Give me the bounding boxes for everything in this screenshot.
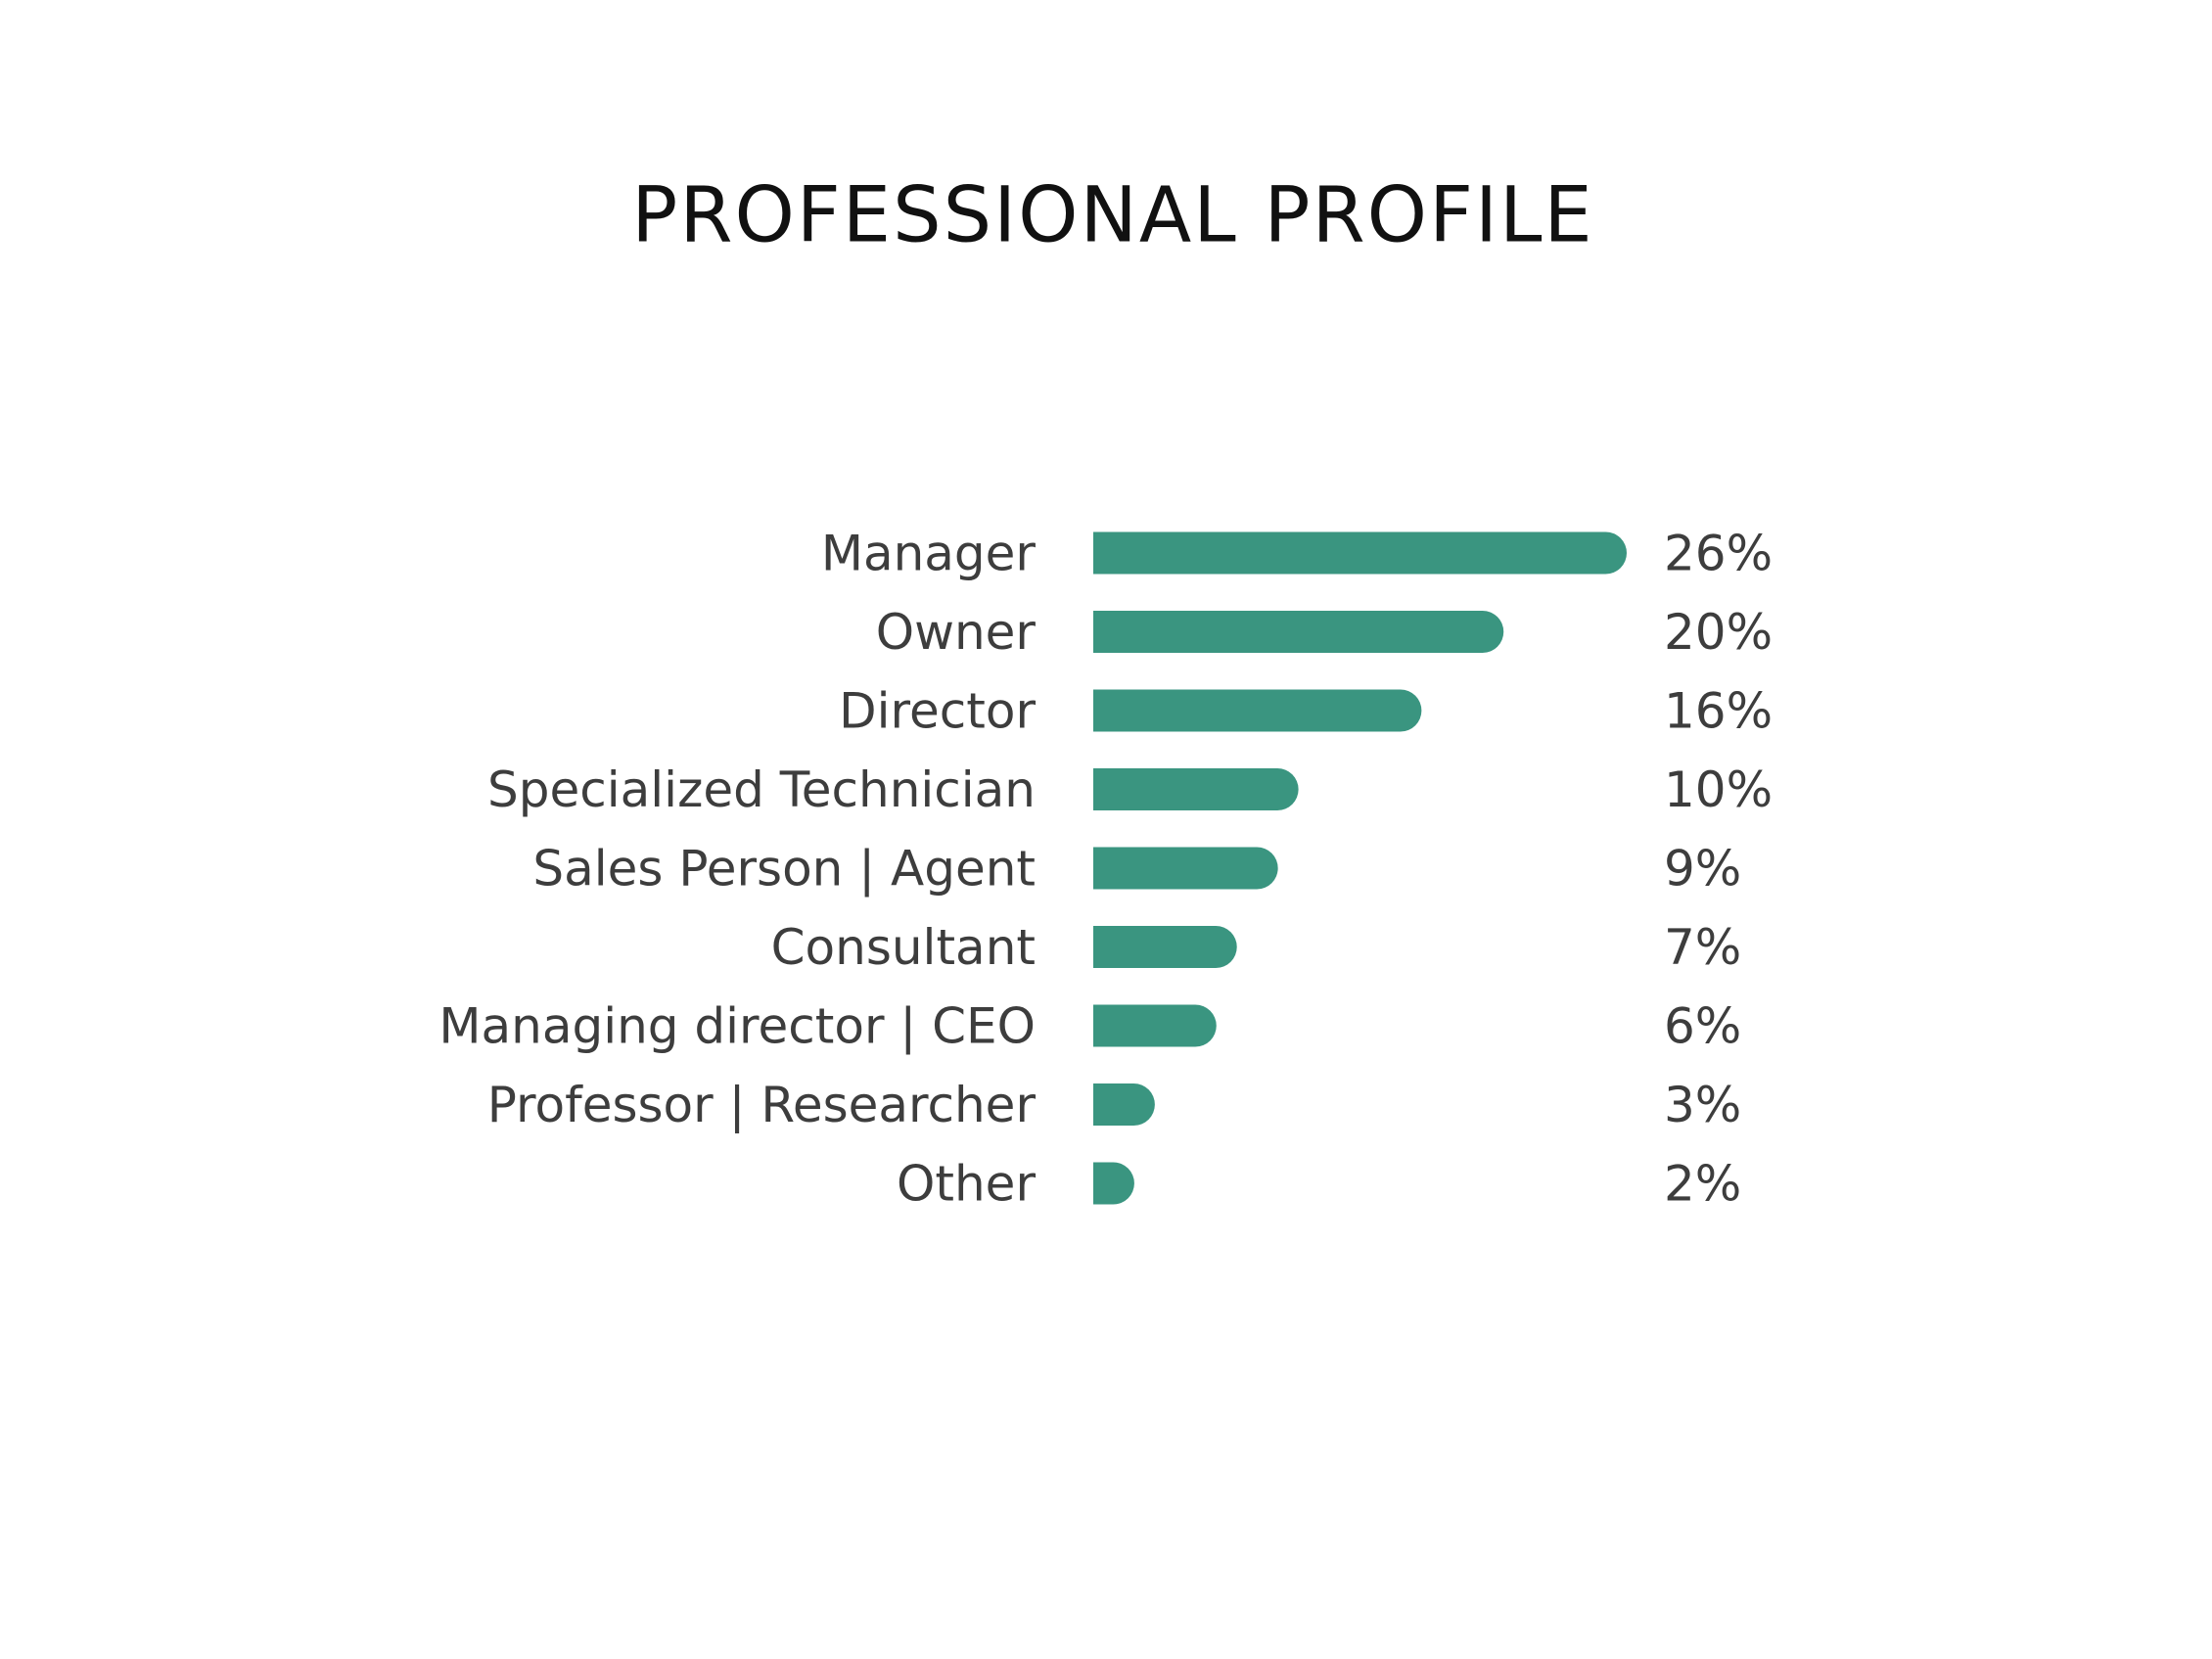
value-label: 7% xyxy=(1664,919,1741,976)
chart-title: PROFESSIONAL PROFILE xyxy=(631,171,1593,259)
value-label: 20% xyxy=(1664,604,1773,661)
bar xyxy=(1093,1083,1155,1126)
value-label: 16% xyxy=(1664,683,1773,740)
category-label: Sales Person | Agent xyxy=(532,841,1036,898)
bar xyxy=(1093,531,1627,575)
category-label: Manager xyxy=(821,526,1037,582)
bar xyxy=(1093,926,1237,968)
bar xyxy=(1093,689,1422,732)
category-label: Professor | Researcher xyxy=(487,1077,1037,1133)
bar xyxy=(1093,611,1504,653)
bar xyxy=(1093,847,1278,890)
value-label: 10% xyxy=(1664,761,1773,818)
category-label: Consultant xyxy=(771,919,1036,976)
value-label: 2% xyxy=(1664,1156,1741,1213)
value-label: 9% xyxy=(1664,841,1741,898)
value-label: 6% xyxy=(1664,998,1741,1055)
category-label: Managing director | CEO xyxy=(438,998,1036,1055)
value-label: 26% xyxy=(1664,526,1773,582)
bar xyxy=(1093,768,1299,810)
category-label: Owner xyxy=(876,604,1037,661)
category-label: Specialized Technician xyxy=(487,761,1036,818)
category-label: Director xyxy=(839,683,1036,740)
bar xyxy=(1093,1162,1134,1205)
bar xyxy=(1093,1004,1217,1047)
value-label: 3% xyxy=(1664,1077,1741,1133)
category-label: Other xyxy=(897,1156,1036,1213)
